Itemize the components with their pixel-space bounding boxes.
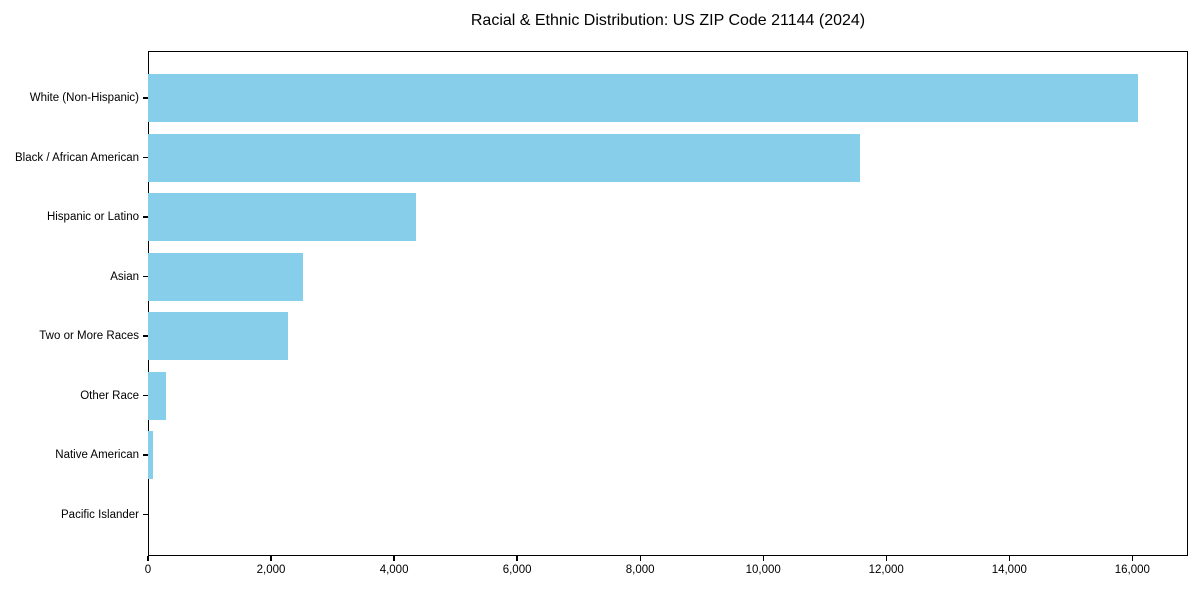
x-tick-mark xyxy=(1131,556,1133,561)
x-tick-label: 6,000 xyxy=(502,564,532,576)
x-tick-label: 4,000 xyxy=(379,564,409,576)
bar xyxy=(148,193,417,241)
y-tick-mark xyxy=(143,275,148,278)
bar xyxy=(148,371,166,420)
x-tick-mark xyxy=(147,556,149,561)
y-tick-label: Other Race xyxy=(80,389,139,402)
x-tick-label: 0 xyxy=(144,564,152,576)
x-tick-label: 2,000 xyxy=(256,564,286,576)
chart-title: Racial & Ethnic Distribution: US ZIP Cod… xyxy=(470,12,866,29)
y-tick-mark xyxy=(143,394,148,397)
y-tick-mark xyxy=(143,216,148,218)
y-tick-label: Hispanic or Latino xyxy=(46,211,139,223)
x-tick-mark xyxy=(270,556,272,561)
x-tick-label: 12,000 xyxy=(868,564,904,576)
y-tick-label: Asian xyxy=(110,270,139,283)
plot-border xyxy=(148,51,1188,556)
x-tick-label: 10,000 xyxy=(745,564,781,576)
bar xyxy=(148,312,288,360)
x-tick-mark xyxy=(885,556,887,561)
bar xyxy=(148,133,860,182)
y-tick-label: Pacific Islander xyxy=(61,508,139,521)
x-tick-mark xyxy=(639,556,641,561)
x-tick-mark xyxy=(762,556,764,561)
y-tick-mark xyxy=(143,454,148,456)
y-tick-label: Native American xyxy=(55,449,139,461)
y-tick-mark xyxy=(143,513,148,516)
y-tick-mark xyxy=(143,156,148,159)
bar xyxy=(148,431,153,479)
x-tick-mark xyxy=(393,556,395,561)
x-tick-mark xyxy=(516,556,518,561)
x-tick-label: 8,000 xyxy=(625,564,655,576)
y-tick-label: Two or More Races xyxy=(39,330,139,342)
y-tick-mark xyxy=(143,335,148,337)
plot-area xyxy=(148,51,1188,556)
bar xyxy=(148,252,304,301)
x-tick-mark xyxy=(1008,556,1010,561)
x-tick-label: 16,000 xyxy=(1114,564,1150,576)
y-tick-label: Black / African American xyxy=(15,151,139,164)
bar xyxy=(148,74,1139,122)
x-tick-label: 14,000 xyxy=(991,564,1027,576)
y-tick-mark xyxy=(143,97,148,99)
y-tick-label: White (Non-Hispanic) xyxy=(29,92,139,104)
